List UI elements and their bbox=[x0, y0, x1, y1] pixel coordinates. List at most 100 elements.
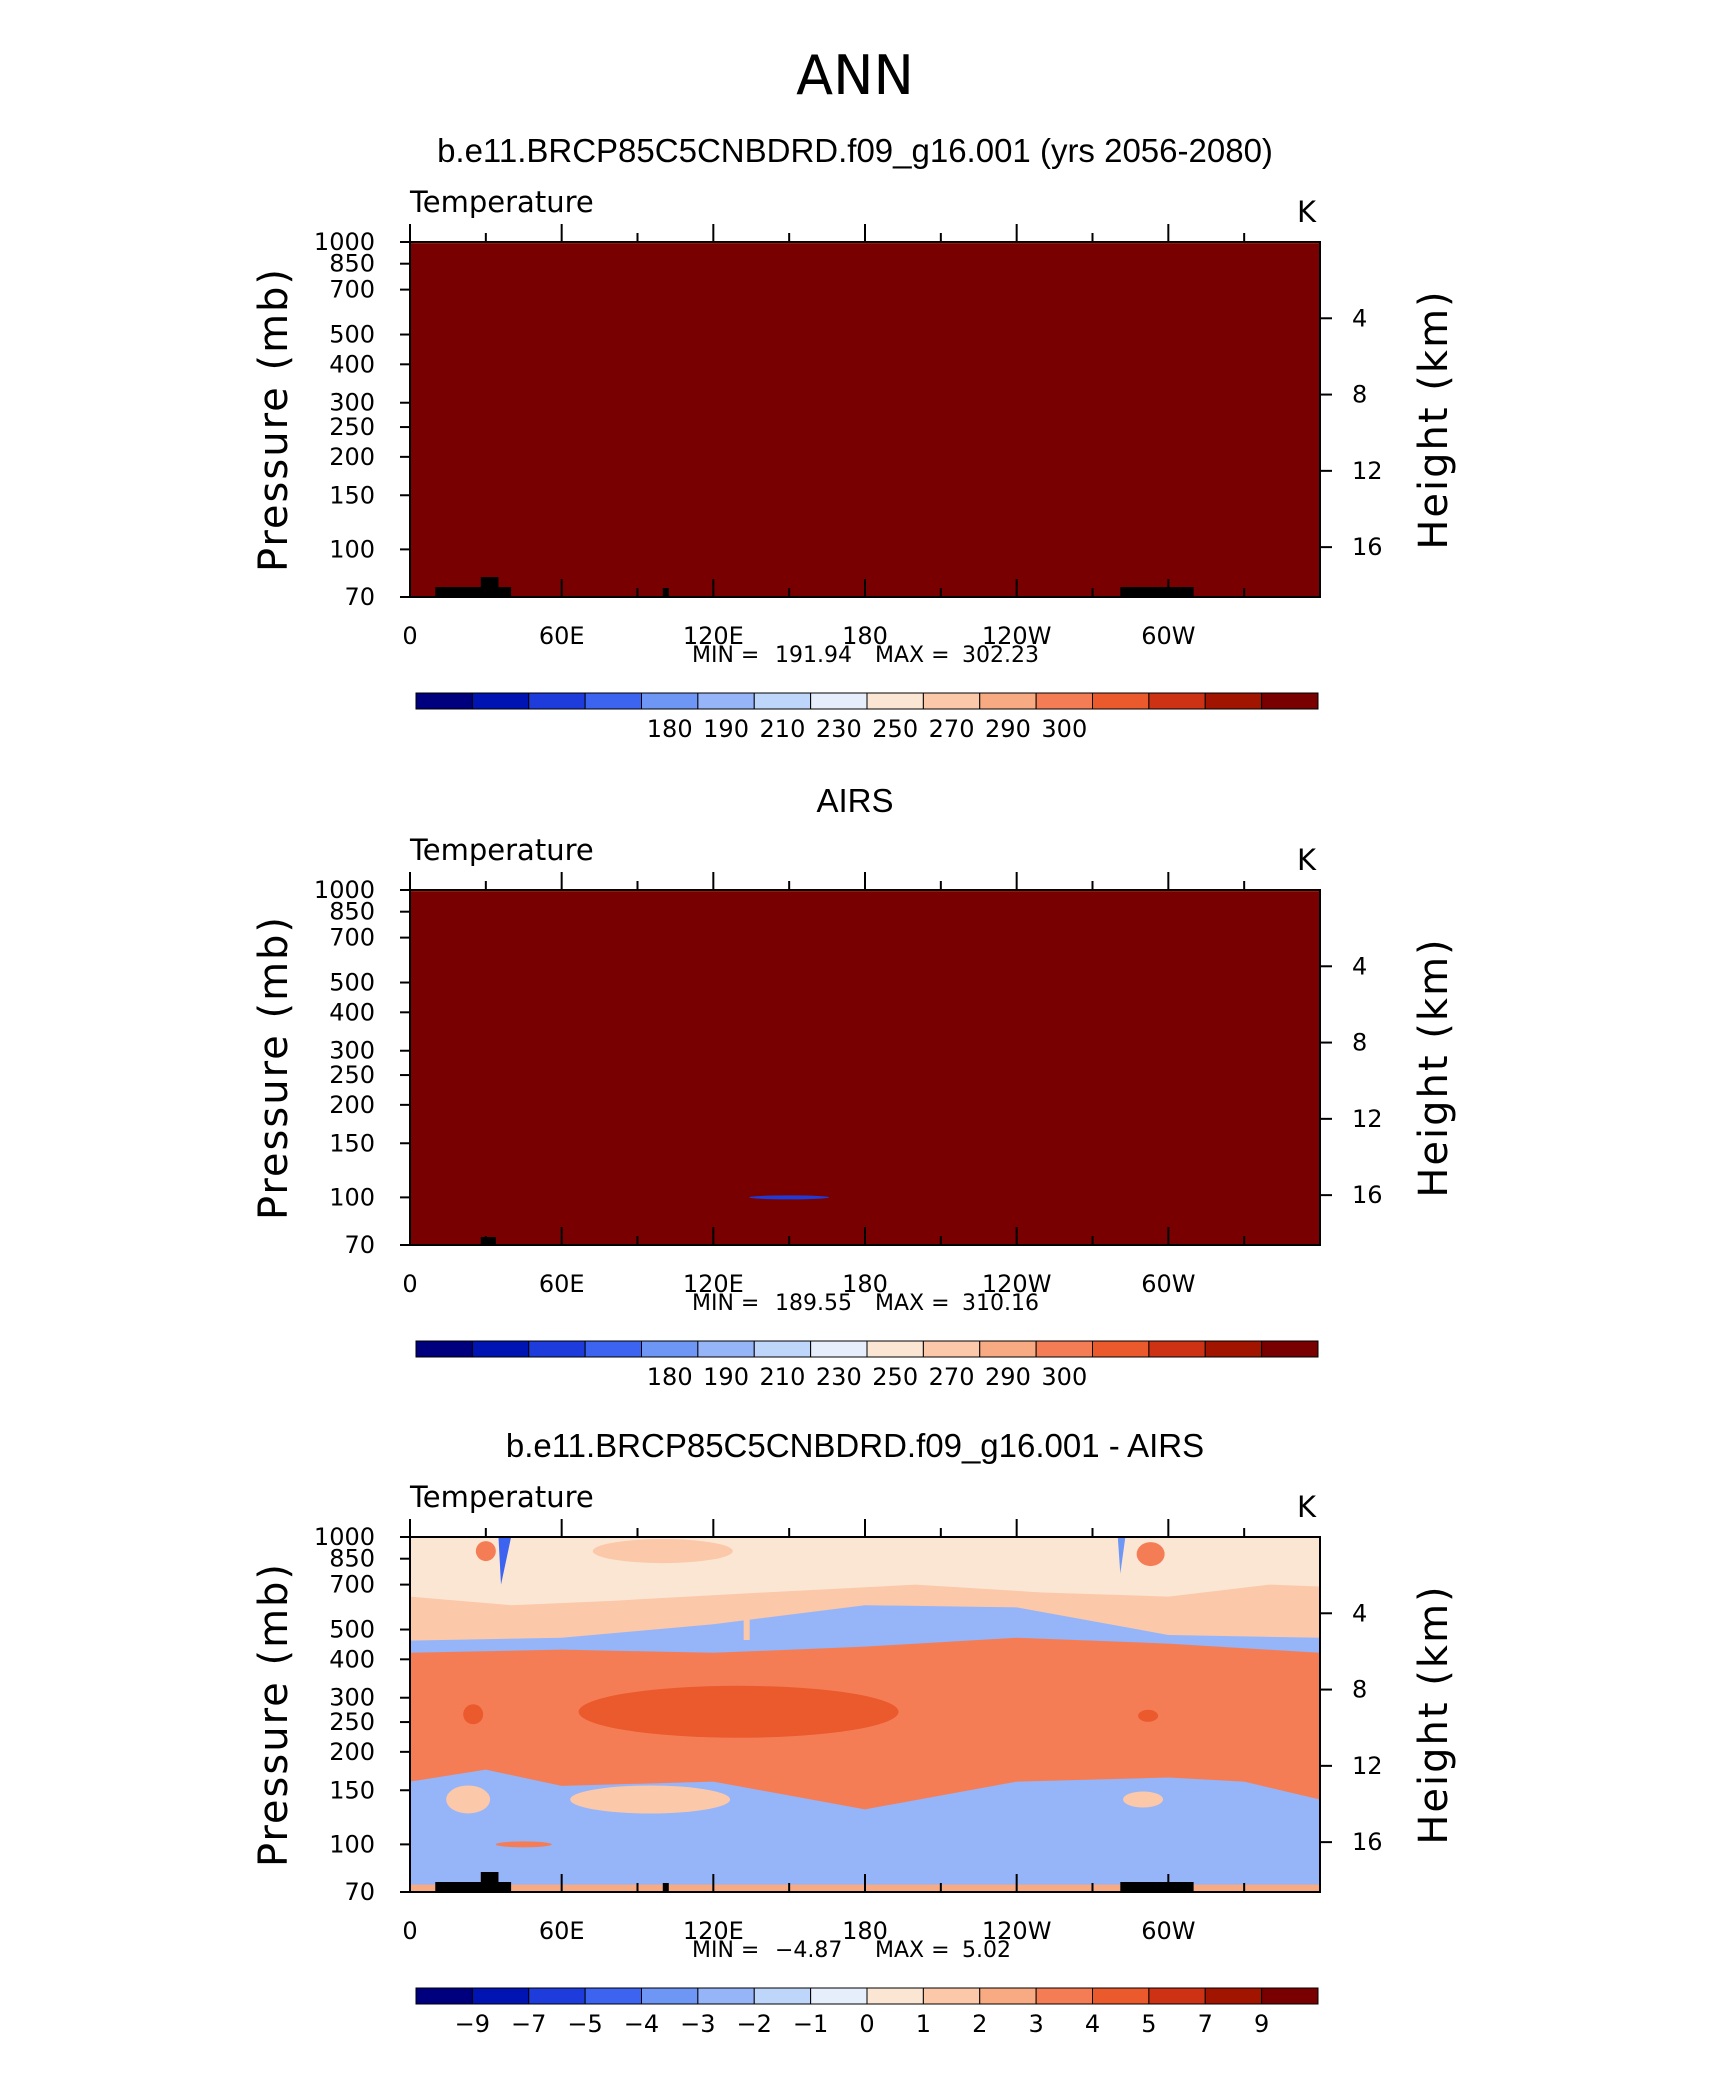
longitude-tick-label: 60E bbox=[539, 1917, 585, 1945]
colorbar-swatch bbox=[697, 692, 755, 710]
longitude-tick-label: 120E bbox=[683, 1917, 744, 1945]
colorbar-swatch bbox=[979, 692, 1037, 710]
longitude-tick-label: 0 bbox=[402, 1270, 417, 1298]
colorbar-label: 250 bbox=[872, 715, 918, 743]
units-label: K bbox=[1297, 195, 1317, 229]
pressure-tick-label: 200 bbox=[329, 443, 375, 471]
contour-band bbox=[578, 1685, 899, 1738]
height-tick-label: 16 bbox=[1352, 1181, 1383, 1209]
longitude-tick-label: 60W bbox=[1141, 622, 1195, 650]
colorbar-label: −1 bbox=[793, 2010, 828, 2038]
colorbar-swatch bbox=[810, 692, 868, 710]
pressure-tick-label: 300 bbox=[329, 1684, 375, 1712]
min-value: 191.94 bbox=[775, 643, 852, 668]
max-value: 5.02 bbox=[962, 1938, 1011, 1963]
colorbar-swatch bbox=[641, 1340, 699, 1358]
colorbar-swatch bbox=[1035, 1340, 1093, 1358]
contour-band bbox=[495, 1841, 552, 1848]
colorbar-swatch bbox=[1148, 692, 1206, 710]
contour-band bbox=[749, 1195, 830, 1200]
colorbar-swatch bbox=[584, 692, 642, 710]
max-label: MAX = bbox=[875, 643, 950, 668]
contour-band bbox=[1138, 1709, 1159, 1722]
contour-band bbox=[498, 1537, 512, 1585]
colorbar-swatch bbox=[415, 1340, 473, 1358]
colorbar-swatch bbox=[753, 692, 812, 710]
colorbar-swatch bbox=[584, 1987, 642, 2005]
panel-2: AIRS701001502002503004005007008501000161… bbox=[251, 782, 1457, 1391]
longitude-tick-label: 0 bbox=[402, 622, 417, 650]
colorbar-swatch bbox=[528, 1987, 586, 2005]
colorbar-label: 7 bbox=[1198, 2010, 1213, 2038]
panel-title: AIRS bbox=[816, 782, 893, 819]
max-label: MAX = bbox=[875, 1938, 950, 1963]
colorbar-swatch bbox=[415, 692, 473, 710]
contour-band bbox=[1117, 1537, 1126, 1574]
longitude-tick-label: 180 bbox=[842, 1270, 888, 1298]
pressure-tick-label: 70 bbox=[344, 583, 375, 611]
pressure-tick-label: 250 bbox=[329, 1708, 375, 1736]
min-value: 189.55 bbox=[775, 1291, 852, 1316]
plot-area bbox=[410, 242, 1320, 597]
y-axis-label-left: Pressure (mb) bbox=[251, 267, 297, 572]
longitude-tick-label: 120E bbox=[683, 1270, 744, 1298]
colorbar-swatch bbox=[1092, 1987, 1150, 2005]
variable-label: Temperature bbox=[409, 185, 594, 219]
topography-africa bbox=[480, 577, 499, 597]
y-axis-label-left: Pressure (mb) bbox=[251, 1562, 297, 1867]
colorbar-label: 230 bbox=[816, 1363, 862, 1391]
colorbar-swatch bbox=[1035, 1987, 1093, 2005]
pressure-tick-label: 100 bbox=[329, 1830, 375, 1858]
pressure-tick-label: 500 bbox=[329, 969, 375, 997]
units-label: K bbox=[1297, 843, 1317, 877]
longitude-tick-label: 60W bbox=[1141, 1270, 1195, 1298]
colorbar-swatch bbox=[922, 692, 981, 710]
plot-area bbox=[410, 890, 1320, 1245]
colorbar-label: 250 bbox=[872, 1363, 918, 1391]
topography-africa bbox=[480, 1872, 499, 1892]
height-tick-label: 12 bbox=[1352, 1752, 1383, 1780]
colorbar-swatch bbox=[810, 1987, 868, 2005]
colorbar-label: 210 bbox=[760, 715, 806, 743]
longitude-tick-label: 60E bbox=[539, 622, 585, 650]
colorbar-swatch bbox=[922, 1340, 981, 1358]
pressure-tick-label: 250 bbox=[329, 413, 375, 441]
contour-band bbox=[446, 1785, 491, 1814]
colorbar-swatch bbox=[528, 1340, 586, 1358]
colorbar-swatch bbox=[810, 1340, 868, 1358]
colorbar-label: 2 bbox=[972, 2010, 987, 2038]
topography-africa bbox=[480, 1237, 496, 1245]
colorbar-label: 0 bbox=[859, 2010, 874, 2038]
colorbar-swatch bbox=[1092, 692, 1150, 710]
colorbar-swatch bbox=[641, 1987, 699, 2005]
longitude-tick-label: 60E bbox=[539, 1270, 585, 1298]
pressure-tick-label: 250 bbox=[329, 1061, 375, 1089]
colorbar-label: 190 bbox=[703, 715, 749, 743]
contour-band bbox=[410, 892, 1320, 1245]
figure-title: ANN bbox=[796, 44, 914, 107]
pressure-tick-label: 300 bbox=[329, 389, 375, 417]
height-tick-label: 16 bbox=[1352, 533, 1383, 561]
max-value: 310.16 bbox=[962, 1291, 1039, 1316]
longitude-tick-label: 120W bbox=[982, 622, 1052, 650]
colorbar-swatch bbox=[1261, 1340, 1319, 1358]
colorbar-swatch bbox=[1204, 1340, 1263, 1358]
max-value: 302.23 bbox=[962, 643, 1039, 668]
pressure-tick-label: 300 bbox=[329, 1037, 375, 1065]
min-label: MIN = bbox=[692, 643, 759, 668]
colorbar-label: 290 bbox=[985, 1363, 1031, 1391]
height-tick-label: 4 bbox=[1352, 304, 1367, 332]
y-axis-label-right: Height (km) bbox=[1411, 1584, 1457, 1844]
colorbar-swatch bbox=[866, 1987, 924, 2005]
pressure-tick-label: 1000 bbox=[314, 1523, 375, 1551]
contour-band bbox=[475, 1541, 496, 1562]
y-axis-label-right: Height (km) bbox=[1411, 289, 1457, 549]
max-label: MAX = bbox=[875, 1291, 950, 1316]
colorbar-label: 300 bbox=[1041, 715, 1087, 743]
pressure-tick-label: 700 bbox=[329, 1571, 375, 1599]
colorbar-swatch bbox=[641, 692, 699, 710]
longitude-tick-label: 120W bbox=[982, 1270, 1052, 1298]
pressure-tick-label: 850 bbox=[329, 250, 375, 278]
pressure-tick-label: 400 bbox=[329, 350, 375, 378]
